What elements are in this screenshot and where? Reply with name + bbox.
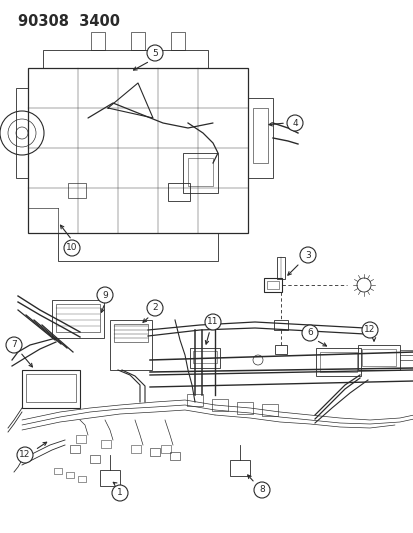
Bar [66,472,74,478]
Bar [266,281,278,289]
Bar [43,50,207,68]
Circle shape [17,447,33,463]
Bar [183,153,218,193]
Circle shape [6,337,22,353]
Bar [56,304,100,332]
Bar [236,402,252,414]
Bar [28,68,247,233]
Circle shape [147,45,163,61]
Circle shape [299,247,315,263]
Bar [170,452,180,460]
Bar [22,370,80,408]
Text: 7: 7 [11,341,17,350]
Bar [110,320,152,370]
Text: 6: 6 [306,328,312,337]
Bar [252,108,267,163]
Bar [261,404,277,416]
Bar [58,233,218,261]
Text: 4: 4 [292,118,297,127]
Text: 9: 9 [102,290,108,300]
Text: 10: 10 [66,244,78,253]
Bar [211,399,228,411]
Circle shape [147,300,163,316]
Bar [76,435,86,443]
Bar [16,88,28,178]
Bar [68,183,86,198]
Text: 8: 8 [259,486,264,495]
Bar [26,374,76,402]
Bar [357,345,399,370]
Circle shape [361,322,377,338]
Bar [171,32,185,50]
Bar [131,32,145,50]
Bar [187,394,202,406]
Bar [273,320,287,330]
Bar [361,349,395,366]
Bar [100,470,120,486]
Text: 12: 12 [19,450,31,459]
Bar [78,476,86,482]
Text: 3: 3 [304,251,310,260]
Bar [188,158,212,186]
Text: 12: 12 [363,326,375,335]
Bar [315,348,360,376]
Text: 11: 11 [207,318,218,327]
Text: 5: 5 [152,49,157,58]
Circle shape [112,485,128,501]
Bar [247,98,272,178]
Bar [192,351,216,363]
Circle shape [286,115,302,131]
Bar [54,468,62,474]
Bar [52,300,104,338]
Bar [230,460,249,476]
Bar [101,440,111,448]
Circle shape [97,287,113,303]
Bar [70,445,80,453]
Bar [274,345,286,354]
Bar [114,324,147,342]
Bar [263,278,281,292]
Bar [91,32,105,50]
Circle shape [64,240,80,256]
Bar [190,348,219,368]
Bar [161,445,171,453]
Bar [150,448,159,456]
Circle shape [301,325,317,341]
Bar [168,183,190,201]
Text: 1: 1 [117,489,123,497]
Circle shape [254,482,269,498]
Text: 2: 2 [152,303,157,312]
Bar [276,257,284,279]
Bar [319,352,356,372]
Bar [131,445,141,453]
Text: 90308  3400: 90308 3400 [18,14,120,29]
Circle shape [204,314,221,330]
Bar [90,455,100,463]
